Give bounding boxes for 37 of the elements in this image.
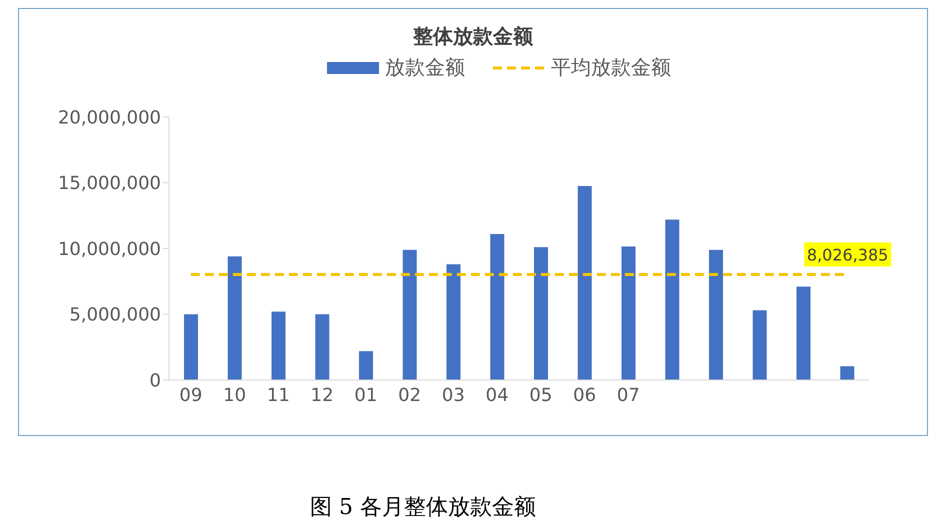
bar	[534, 247, 548, 380]
x-tick-label: 09	[179, 384, 202, 406]
chart-title: 整体放款金额	[412, 23, 534, 50]
bar	[622, 246, 636, 380]
bar	[665, 220, 680, 380]
bar	[315, 314, 330, 380]
bar	[272, 312, 286, 380]
bar	[709, 250, 723, 380]
x-tick-label: 12	[310, 384, 334, 406]
y-tick-label: 15,000,000	[58, 173, 161, 194]
y-tick-label: 20,000,000	[58, 107, 161, 128]
x-tick-label: 07	[616, 384, 640, 406]
y-tick-label: 0	[150, 370, 161, 392]
bar	[490, 234, 504, 380]
y-tick-label: 5,000,000	[69, 304, 161, 326]
bar	[752, 310, 767, 380]
x-tick-label: 02	[398, 384, 422, 406]
legend-label: 放款金额	[385, 54, 465, 81]
x-tick-label: 05	[529, 384, 552, 406]
bar	[184, 314, 198, 380]
x-tick-label: 04	[486, 384, 509, 406]
x-tick-label: 11	[266, 384, 290, 406]
bar	[578, 186, 592, 380]
bar	[359, 351, 373, 380]
x-tick-label: 10	[223, 384, 246, 406]
data-label: 8,026,385	[806, 245, 888, 264]
x-tick-label: 03	[442, 384, 465, 406]
bar	[228, 256, 242, 380]
legend-label: 平均放款金额	[551, 54, 671, 81]
x-tick-label: 01	[354, 384, 378, 406]
caption: 图 5 各月整体放款金额	[309, 494, 537, 522]
y-tick-label: 10,000,000	[58, 238, 161, 260]
bar	[402, 250, 417, 380]
bar	[446, 264, 460, 380]
bar	[840, 366, 854, 380]
x-tick-label: 06	[573, 384, 596, 406]
bar	[796, 286, 810, 380]
